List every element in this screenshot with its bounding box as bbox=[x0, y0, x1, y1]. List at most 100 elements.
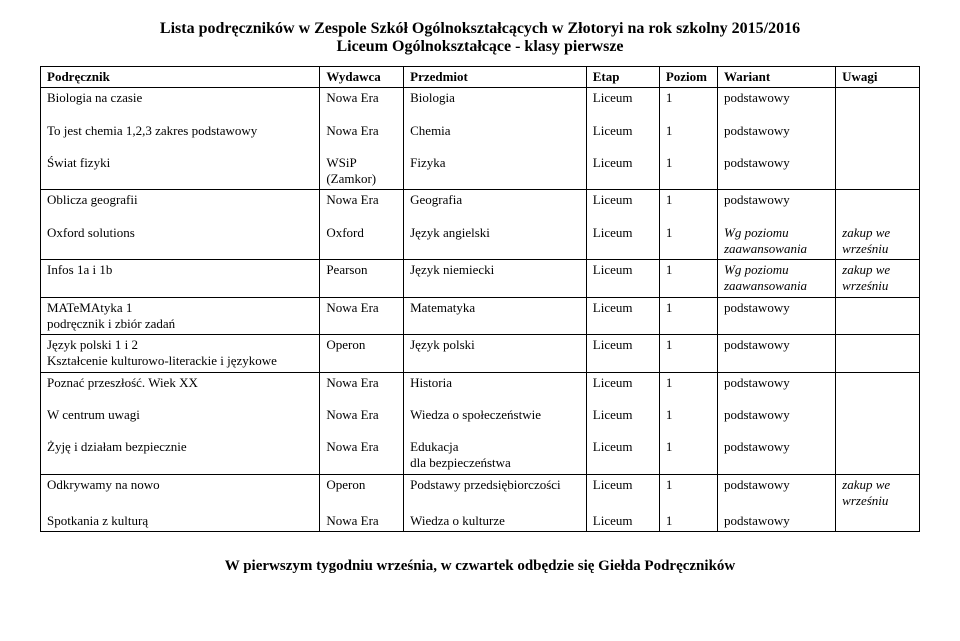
cell: 1 bbox=[659, 335, 717, 373]
cell: Wg poziomu zaawansowania bbox=[717, 223, 835, 260]
cell: Liceum bbox=[586, 121, 659, 141]
cell: Spotkania z kulturą bbox=[41, 511, 320, 532]
cell: podstawowy bbox=[717, 372, 835, 393]
cell: Nowa Era bbox=[320, 190, 404, 211]
cell: podstawowy bbox=[717, 405, 835, 425]
cell: Liceum bbox=[586, 437, 659, 474]
cell: Fizyka bbox=[404, 153, 587, 190]
cell: 1 bbox=[659, 153, 717, 190]
cell: Wiedza o społeczeństwie bbox=[404, 405, 587, 425]
cell: Liceum bbox=[586, 88, 659, 109]
cell: 1 bbox=[659, 372, 717, 393]
cell: Nowa Era bbox=[320, 121, 404, 141]
spacer-row bbox=[41, 393, 920, 405]
cell bbox=[836, 190, 920, 211]
cell: Nowa Era bbox=[320, 297, 404, 335]
cell-text: Kształcenie kulturowo-literackie i język… bbox=[47, 353, 277, 368]
spacer-row bbox=[41, 425, 920, 437]
col-poziom: Poziom bbox=[659, 67, 717, 88]
cell: Historia bbox=[404, 372, 587, 393]
cell: To jest chemia 1,2,3 zakres podstawowy bbox=[41, 121, 320, 141]
cell: Oxford solutions bbox=[41, 223, 320, 260]
table-row: Biologia na czasie Nowa Era Biologia Lic… bbox=[41, 88, 920, 109]
cell: podstawowy bbox=[717, 335, 835, 373]
col-podrecznik: Podręcznik bbox=[41, 67, 320, 88]
cell: 1 bbox=[659, 405, 717, 425]
cell: Matematyka bbox=[404, 297, 587, 335]
cell: W centrum uwagi bbox=[41, 405, 320, 425]
cell: Nowa Era bbox=[320, 437, 404, 474]
col-przedmiot: Przedmiot bbox=[404, 67, 587, 88]
page-title: Lista podręczników w Zespole Szkół Ogóln… bbox=[40, 20, 920, 38]
cell-text: zaawansowania bbox=[724, 278, 807, 293]
table-row: Oblicza geografii Nowa Era Geografia Lic… bbox=[41, 190, 920, 211]
cell: Pearson bbox=[320, 260, 404, 298]
cell: Żyję i działam bezpiecznie bbox=[41, 437, 320, 474]
page-subtitle: Liceum Ogólnokształcące - klasy pierwsze bbox=[40, 38, 920, 56]
cell: podstawowy bbox=[717, 88, 835, 109]
cell-text: zakup we bbox=[842, 477, 890, 492]
cell: Edukacja dla bezpieczeństwa bbox=[404, 437, 587, 474]
cell bbox=[836, 88, 920, 109]
cell-text: wrześniu bbox=[842, 278, 888, 293]
cell bbox=[836, 372, 920, 393]
cell: Liceum bbox=[586, 297, 659, 335]
table-row: MATeMAtyka 1 podręcznik i zbiór zadań No… bbox=[41, 297, 920, 335]
table-row: Poznać przeszłość. Wiek XX Nowa Era Hist… bbox=[41, 372, 920, 393]
cell: 1 bbox=[659, 437, 717, 474]
cell: 1 bbox=[659, 511, 717, 532]
cell: WSiP (Zamkor) bbox=[320, 153, 404, 190]
cell: podstawowy bbox=[717, 297, 835, 335]
table-row: Spotkania z kulturą Nowa Era Wiedza o ku… bbox=[41, 511, 920, 532]
cell-text: Wg poziomu bbox=[724, 225, 789, 240]
cell: Nowa Era bbox=[320, 405, 404, 425]
cell-text: dla bezpieczeństwa bbox=[410, 455, 511, 470]
cell: Język polski bbox=[404, 335, 587, 373]
col-wariant: Wariant bbox=[717, 67, 835, 88]
cell: Język niemiecki bbox=[404, 260, 587, 298]
cell-text: wrześniu bbox=[842, 493, 888, 508]
cell: 1 bbox=[659, 297, 717, 335]
cell: Język polski 1 i 2 Kształcenie kulturowo… bbox=[41, 335, 320, 373]
cell: Wg poziomu zaawansowania bbox=[717, 260, 835, 298]
cell-text: wrześniu bbox=[842, 241, 888, 256]
cell: Infos 1a i 1b bbox=[41, 260, 320, 298]
cell: 1 bbox=[659, 121, 717, 141]
cell: podstawowy bbox=[717, 511, 835, 532]
cell: Oxford bbox=[320, 223, 404, 260]
cell: Liceum bbox=[586, 372, 659, 393]
cell: 1 bbox=[659, 260, 717, 298]
spacer-row bbox=[41, 109, 920, 121]
spacer-row bbox=[41, 211, 920, 223]
table-row: Żyję i działam bezpiecznie Nowa Era Eduk… bbox=[41, 437, 920, 474]
cell: 1 bbox=[659, 474, 717, 511]
cell bbox=[836, 121, 920, 141]
cell bbox=[836, 153, 920, 190]
col-uwagi: Uwagi bbox=[836, 67, 920, 88]
cell: Liceum bbox=[586, 260, 659, 298]
cell: Liceum bbox=[586, 190, 659, 211]
col-wydawca: Wydawca bbox=[320, 67, 404, 88]
spacer-row bbox=[41, 141, 920, 153]
cell: Biologia na czasie bbox=[41, 88, 320, 109]
cell: 1 bbox=[659, 190, 717, 211]
table-row: Infos 1a i 1b Pearson Język niemiecki Li… bbox=[41, 260, 920, 298]
table-row: Odkrywamy na nowo Operon Podstawy przeds… bbox=[41, 474, 920, 511]
cell bbox=[836, 511, 920, 532]
cell: Liceum bbox=[586, 335, 659, 373]
cell: Liceum bbox=[586, 511, 659, 532]
cell: Nowa Era bbox=[320, 511, 404, 532]
cell: podstawowy bbox=[717, 121, 835, 141]
cell-text: Edukacja bbox=[410, 439, 458, 454]
cell: Poznać przeszłość. Wiek XX bbox=[41, 372, 320, 393]
cell-text: zaawansowania bbox=[724, 241, 807, 256]
table-row: W centrum uwagi Nowa Era Wiedza o społec… bbox=[41, 405, 920, 425]
cell: podstawowy bbox=[717, 474, 835, 511]
cell: Świat fizyki bbox=[41, 153, 320, 190]
cell: Oblicza geografii bbox=[41, 190, 320, 211]
cell: Chemia bbox=[404, 121, 587, 141]
cell bbox=[836, 405, 920, 425]
cell: MATeMAtyka 1 podręcznik i zbiór zadań bbox=[41, 297, 320, 335]
cell-text: zakup we bbox=[842, 262, 890, 277]
cell: zakup we wrześniu bbox=[836, 260, 920, 298]
